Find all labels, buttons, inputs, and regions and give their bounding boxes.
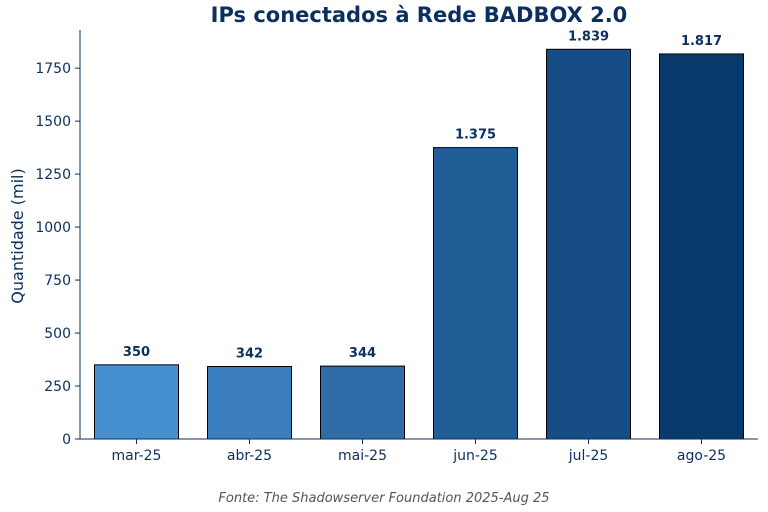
y-tick-label: 1250 [35, 167, 71, 183]
bar-value-label: 350 [123, 345, 150, 360]
y-tick-label: 1000 [35, 220, 71, 236]
y-tick-label: 250 [44, 379, 71, 395]
x-tick-label: ago-25 [677, 448, 726, 464]
y-tick-label: 1750 [35, 61, 71, 77]
x-axis-ticks: mar-25 abr-25 mai-25 jun-25 jul-25 ago-25 [112, 439, 726, 464]
x-tick-label: mar-25 [112, 448, 162, 464]
y-tick-label: 500 [44, 326, 71, 342]
y-axis-ticks: 0 250 500 750 1000 1250 1500 1750 [35, 61, 80, 448]
bar-jul-25 [546, 48, 631, 440]
bar-jun-25 [433, 147, 518, 440]
bar-value-label: 1.375 [455, 128, 496, 143]
bar-mar-25 [94, 364, 179, 440]
y-tick-label: 0 [62, 432, 71, 448]
bar-ago-25 [659, 53, 744, 440]
bar-value-labels: 350 342 344 1.375 1.839 1.817 [123, 29, 722, 361]
chart-title: IPs conectados à Rede BADBOX 2.0 [211, 3, 628, 27]
x-tick-label: jun-25 [452, 448, 498, 464]
bar-abr-25 [207, 366, 292, 440]
bar-value-label: 1.839 [568, 29, 609, 44]
bar-mai-25 [320, 365, 405, 440]
y-axis-label: Quantidade (mil) [8, 168, 27, 303]
x-tick-label: abr-25 [227, 448, 272, 464]
bar-value-label: 1.817 [681, 34, 722, 49]
x-tick-label: mai-25 [338, 448, 387, 464]
bar-value-label: 344 [349, 346, 376, 361]
y-tick-label: 750 [44, 273, 71, 289]
bars-group [94, 48, 744, 440]
bar-value-label: 342 [236, 347, 263, 362]
x-tick-label: jul-25 [568, 448, 609, 464]
y-tick-label: 1500 [35, 114, 71, 130]
source-note: Fonte: The Shadowserver Foundation 2025-… [218, 491, 549, 506]
